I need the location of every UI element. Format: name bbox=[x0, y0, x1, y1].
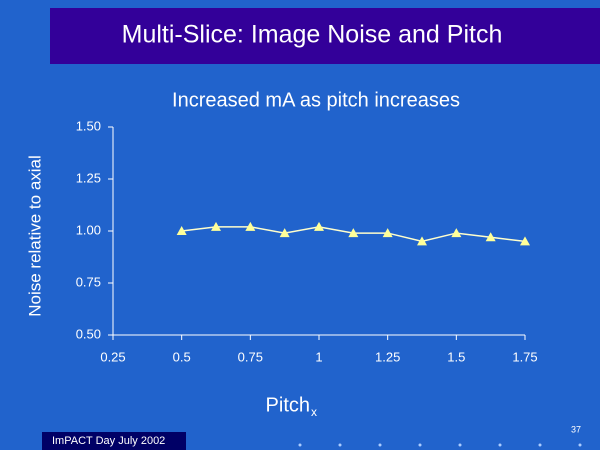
title-bar bbox=[50, 8, 600, 64]
data-point bbox=[451, 228, 462, 238]
data-point bbox=[382, 228, 393, 238]
x-tick-label: 0.75 bbox=[238, 349, 263, 364]
slide-title: Multi-Slice: Image Noise and Pitch bbox=[122, 21, 503, 49]
x-tick-label: 0.5 bbox=[173, 349, 191, 364]
y-tick-label: 1.00 bbox=[76, 222, 101, 237]
y-tick-label: 0.75 bbox=[76, 274, 101, 289]
data-point bbox=[314, 221, 324, 231]
y-tick-label: 1.25 bbox=[76, 170, 101, 185]
data-point bbox=[245, 221, 256, 231]
data-point bbox=[417, 236, 427, 246]
data-point bbox=[348, 228, 359, 238]
data-point bbox=[520, 236, 530, 246]
x-tick-label: 1.25 bbox=[375, 349, 400, 364]
x-tick-label: 1.75 bbox=[512, 349, 537, 364]
data-point bbox=[279, 228, 290, 238]
page-number: 37 bbox=[571, 424, 581, 434]
data-point bbox=[485, 232, 496, 242]
data-point bbox=[211, 221, 221, 231]
data-point bbox=[176, 226, 187, 235]
x-tick-label: 1.5 bbox=[447, 349, 465, 364]
y-axis-label: Noise relative to axial bbox=[25, 155, 44, 317]
x-axis-label-subscript: x bbox=[311, 405, 317, 419]
x-tick-label: 0.25 bbox=[100, 349, 125, 364]
footer: ImPACT Day July 2002 bbox=[52, 435, 165, 447]
x-axis-label: Pitch bbox=[266, 394, 310, 416]
y-tick-label: 1.50 bbox=[76, 118, 101, 133]
decor-dots bbox=[298, 443, 582, 447]
y-tick-label: 0.50 bbox=[76, 326, 101, 341]
footer-box bbox=[42, 432, 186, 450]
chart-title: Increased mA as pitch increases bbox=[172, 89, 460, 111]
x-tick-label: 1 bbox=[315, 349, 322, 364]
